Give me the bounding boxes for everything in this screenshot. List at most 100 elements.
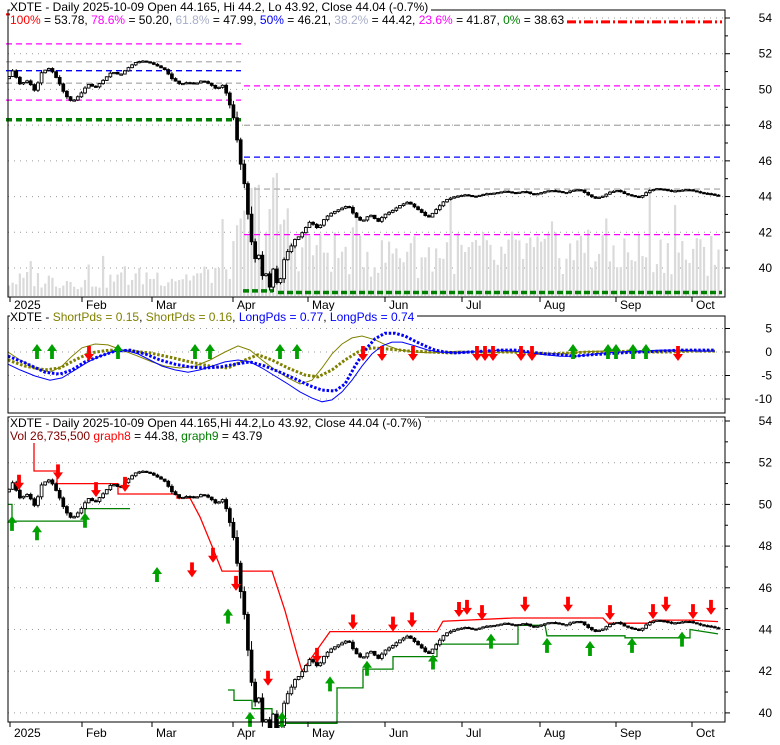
candle-body <box>235 117 239 141</box>
volume-bar <box>471 242 474 296</box>
sell-signal-arrow[interactable] <box>516 346 526 361</box>
sell-signal-arrow[interactable] <box>605 605 615 621</box>
sell-signal-arrow[interactable] <box>480 346 490 361</box>
sell-signal-arrow[interactable] <box>673 346 683 361</box>
candle-body <box>246 183 250 215</box>
candle-body <box>61 497 66 508</box>
buy-signal-arrow[interactable] <box>568 344 578 359</box>
buy-signal-arrow[interactable] <box>277 711 287 727</box>
buy-signal-arrow[interactable] <box>47 344 57 359</box>
candle-body <box>716 627 721 630</box>
volume-bar <box>47 275 50 296</box>
sell-signal-arrow[interactable] <box>454 601 464 617</box>
sell-signal-arrow[interactable] <box>120 476 130 492</box>
buy-signal-arrow[interactable] <box>486 633 496 649</box>
buy-signal-arrow[interactable] <box>80 512 90 528</box>
trailing-stop-green[interactable] <box>228 624 719 724</box>
candle-body <box>332 646 337 650</box>
buy-signal-arrow[interactable] <box>428 654 438 670</box>
sell-signal-arrow[interactable] <box>408 346 418 361</box>
trailing-stop-green[interactable] <box>8 503 130 522</box>
candle-body <box>231 521 236 538</box>
buy-signal-arrow[interactable] <box>32 344 42 359</box>
candle-body <box>495 624 500 627</box>
buy-signal-arrow[interactable] <box>113 344 123 359</box>
buy-signal-arrow[interactable] <box>275 344 285 359</box>
buy-signal-arrow[interactable] <box>222 608 233 624</box>
sell-signal-arrow[interactable] <box>388 616 398 632</box>
buy-signal-arrow[interactable] <box>585 640 595 656</box>
candle-body <box>437 205 442 211</box>
candle-body <box>398 205 402 209</box>
candle-body <box>405 635 410 639</box>
buy-signal-arrow[interactable] <box>677 631 687 647</box>
buy-signal-arrow[interactable] <box>189 344 200 359</box>
candle-body <box>151 472 156 476</box>
volume-bar <box>652 272 655 296</box>
legend-part: 0% <box>503 13 521 27</box>
sell-signal-arrow[interactable] <box>231 575 242 591</box>
panel-oscillator <box>8 328 725 400</box>
sell-signal-arrow[interactable] <box>472 346 482 361</box>
legend-part: XDTE <box>10 310 43 324</box>
candle-body <box>687 620 692 624</box>
sell-signal-arrow[interactable] <box>91 482 101 498</box>
sell-signal-arrow[interactable] <box>84 346 94 361</box>
sell-signal-arrow[interactable] <box>348 614 358 630</box>
candle-body <box>365 216 370 221</box>
buy-signal-arrow[interactable] <box>325 676 335 692</box>
volume-bar <box>623 238 626 296</box>
sell-signal-arrow[interactable] <box>706 599 716 615</box>
candle-body <box>144 470 149 473</box>
sell-signal-arrow[interactable] <box>312 647 322 663</box>
buy-signal-arrow[interactable] <box>244 711 255 727</box>
sell-signal-arrow[interactable] <box>563 596 573 612</box>
candle-body <box>173 78 178 82</box>
buy-signal-arrow[interactable] <box>641 344 651 359</box>
candle-body <box>25 493 29 497</box>
sell-signal-arrow[interactable] <box>648 604 658 620</box>
candle-body <box>209 82 214 86</box>
candle-body <box>380 217 384 222</box>
volume-bar <box>366 251 369 296</box>
sell-signal-arrow[interactable] <box>14 474 24 490</box>
buy-signal-arrow[interactable] <box>603 344 613 359</box>
buy-signal-arrow[interactable] <box>204 344 215 359</box>
sell-signal-arrow[interactable] <box>477 605 487 621</box>
sell-signal-arrow[interactable] <box>688 604 698 620</box>
panel3-title: XDTE - Daily 2025-10-09 Open 44.165,Hi 4… <box>10 417 425 430</box>
buy-signal-arrow[interactable] <box>362 660 372 676</box>
sell-signal-arrow[interactable] <box>407 612 417 628</box>
sell-signal-arrow[interactable] <box>208 547 219 563</box>
y-axis-label: 54 <box>759 414 773 428</box>
sell-signal-arrow[interactable] <box>53 464 63 480</box>
sell-signal-arrow[interactable] <box>527 346 537 361</box>
oscillator-line-longpds[interactable] <box>7 331 715 393</box>
legend-part: - <box>42 310 53 324</box>
sell-signal-arrow[interactable] <box>377 346 387 361</box>
sell-signal-arrow[interactable] <box>488 346 498 361</box>
trailing-stop-red[interactable] <box>33 425 719 673</box>
buy-signal-arrow[interactable] <box>151 566 162 582</box>
candle-body <box>322 655 326 664</box>
buy-signal-arrow[interactable] <box>627 637 637 653</box>
buy-signal-arrow[interactable] <box>611 344 621 359</box>
sell-signal-arrow[interactable] <box>661 596 671 612</box>
buy-signal-arrow[interactable] <box>542 637 552 653</box>
sell-signal-arrow[interactable] <box>263 670 273 686</box>
candle-body <box>452 629 457 632</box>
buy-signal-arrow[interactable] <box>628 344 638 359</box>
buy-signal-arrow[interactable] <box>32 525 42 541</box>
volume-bar <box>315 245 318 296</box>
candle-body <box>148 471 153 474</box>
sell-signal-arrow[interactable] <box>520 596 530 612</box>
sell-signal-arrow[interactable] <box>187 562 198 578</box>
buy-signal-arrow[interactable] <box>292 344 302 359</box>
buy-signal-arrow[interactable] <box>6 515 17 531</box>
sell-signal-arrow[interactable] <box>358 346 368 361</box>
oscillator-line-shortpds[interactable] <box>7 335 715 385</box>
sell-signal-arrow[interactable] <box>462 599 472 615</box>
volume-bar <box>659 239 662 296</box>
candle-body <box>477 194 482 197</box>
